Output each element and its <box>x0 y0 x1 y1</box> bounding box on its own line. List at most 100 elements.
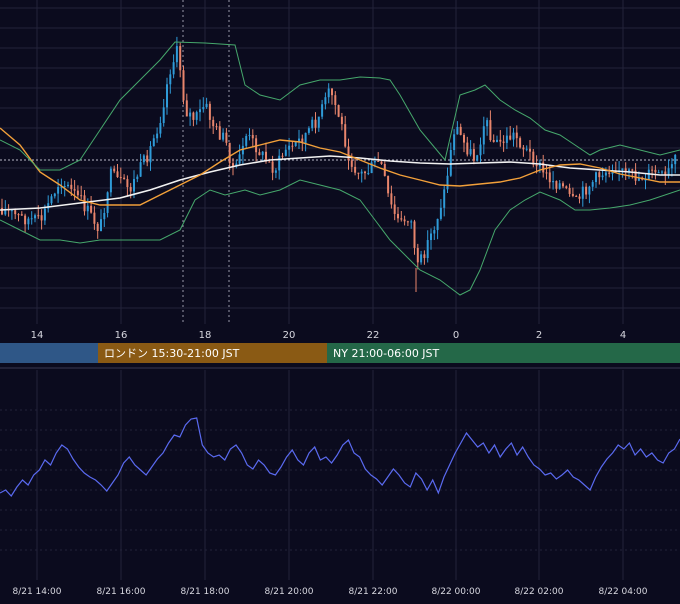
candle-body <box>651 169 654 171</box>
candle-body <box>251 135 254 139</box>
candle-body <box>476 155 479 161</box>
candle-body <box>327 88 330 98</box>
candle-body <box>598 172 601 178</box>
candle-body <box>294 141 297 146</box>
candle-body <box>350 160 353 167</box>
candle-body <box>459 126 462 135</box>
candle-body <box>568 188 571 194</box>
candle-body <box>436 218 439 231</box>
candle-body <box>479 144 482 156</box>
candle-body <box>182 70 185 101</box>
candle-body <box>189 112 192 117</box>
candle-body <box>360 171 363 174</box>
candle-body <box>100 219 102 232</box>
candle-body <box>664 171 667 176</box>
candle-body <box>37 215 40 217</box>
candle-body <box>284 149 287 156</box>
candle-body <box>472 149 475 161</box>
candle-body <box>109 168 112 193</box>
session-label: NY 21:00-06:00 JST <box>333 347 440 360</box>
candle-body <box>116 171 119 178</box>
candle-body <box>324 97 327 105</box>
candle-body <box>123 177 126 180</box>
candle-body <box>24 215 27 225</box>
candle-body <box>129 187 132 192</box>
candle-body <box>311 119 314 129</box>
x-tick-label: 4 <box>620 330 626 341</box>
x-tick-label: 8/21 20:00 <box>264 587 313 597</box>
candle-body <box>172 62 175 75</box>
candle-body <box>492 139 495 142</box>
candle-body <box>661 171 663 173</box>
candle-body <box>552 181 555 183</box>
candle-body <box>344 124 347 147</box>
session-bar <box>98 343 327 363</box>
candle-body <box>43 208 46 221</box>
candle-body <box>215 126 218 128</box>
oscillator-line <box>0 417 680 497</box>
candle-body <box>241 145 244 155</box>
x-tick-label: 2 <box>536 330 542 341</box>
candle-body <box>274 170 277 173</box>
candle-body <box>228 142 231 164</box>
candle-body <box>199 109 201 113</box>
candle-body <box>20 214 23 216</box>
candle-body <box>367 173 370 175</box>
candle-body <box>265 151 267 162</box>
candle-body <box>298 138 300 142</box>
candle-body <box>30 218 33 220</box>
candle-body <box>212 119 215 127</box>
candle-body <box>466 142 469 155</box>
candle-body <box>321 104 324 117</box>
candle-body <box>631 169 634 171</box>
candle-body <box>70 184 73 190</box>
candle-body <box>370 162 373 174</box>
candle-body <box>301 138 304 143</box>
candle-body <box>40 215 43 221</box>
candle-body <box>222 132 225 140</box>
candle-body <box>416 247 419 263</box>
ma-orange-line <box>0 127 680 206</box>
candle-body <box>406 221 409 223</box>
candle-body <box>232 163 234 167</box>
candle-body <box>314 119 317 128</box>
candle-body <box>400 218 403 220</box>
candle-body <box>420 254 423 263</box>
candle-body <box>674 154 677 165</box>
x-tick-label: 8/21 14:00 <box>12 587 61 597</box>
candle-body <box>10 210 13 212</box>
candle-body <box>50 196 53 204</box>
candle-body <box>535 164 538 167</box>
candle-body <box>469 149 472 155</box>
bollinger-lower <box>0 179 680 296</box>
candle-body <box>426 240 429 259</box>
x-tick-label: 8/22 00:00 <box>431 587 480 597</box>
candle-body <box>387 175 390 194</box>
candle-body <box>340 116 343 125</box>
candle-body <box>357 172 360 174</box>
candle-body <box>637 177 640 181</box>
candle-body <box>73 189 76 191</box>
candle-body <box>248 135 251 137</box>
candle-body <box>390 193 393 205</box>
x-tick-label: 14 <box>31 330 44 341</box>
candle-body <box>133 179 135 192</box>
candle-body <box>601 175 604 178</box>
candle-body <box>166 84 168 108</box>
candle-body <box>34 215 36 219</box>
candle-body <box>218 126 221 140</box>
candle-body <box>657 172 660 174</box>
candle-body <box>670 164 673 169</box>
session-bar <box>0 343 98 363</box>
candle-body <box>146 155 149 163</box>
x-tick-label: 8/21 22:00 <box>348 587 397 597</box>
candle-body <box>575 195 578 197</box>
candle-body <box>604 172 607 176</box>
candle-body <box>545 172 548 174</box>
candle-body <box>245 136 248 146</box>
candle-body <box>159 122 162 134</box>
candle-body <box>278 155 281 171</box>
candle-body <box>261 151 264 156</box>
candle-body <box>373 160 376 163</box>
candle-body <box>60 186 63 188</box>
